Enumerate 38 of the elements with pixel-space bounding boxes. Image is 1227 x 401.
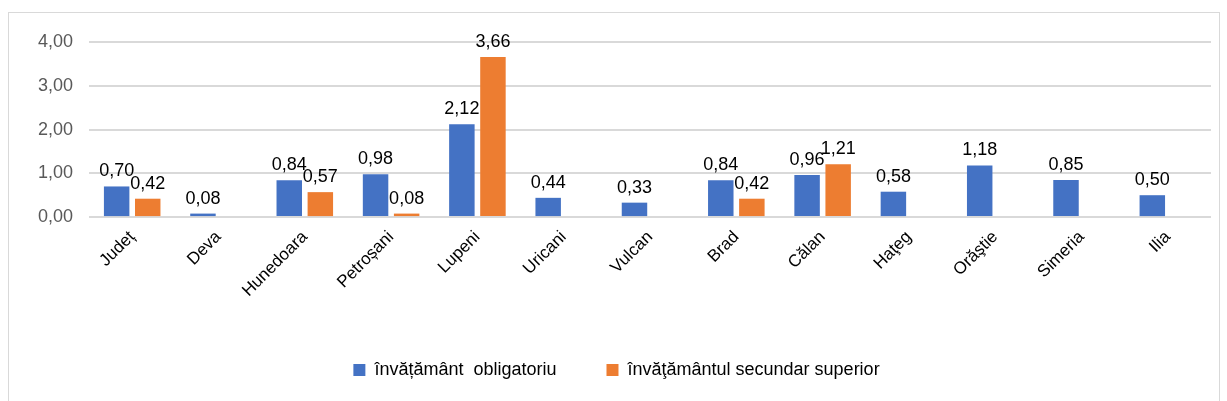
x-tick-label: Ilia: [1145, 226, 1175, 256]
bar: [739, 198, 765, 217]
data-label: 0,84: [703, 154, 739, 175]
bar: [825, 164, 851, 217]
bar: [134, 198, 161, 217]
bar: [1053, 179, 1079, 217]
bar: [794, 175, 820, 217]
data-label: 0,58: [875, 165, 911, 186]
bar: [103, 186, 130, 217]
data-label: 0,33: [616, 176, 653, 197]
bar: [708, 180, 734, 217]
data-label: 0,08: [389, 187, 425, 208]
data-label: 3,66: [475, 30, 511, 51]
data-label: 0,50: [1134, 169, 1170, 190]
legend-label: învățământ obligatoriu: [373, 358, 557, 379]
data-label: 0,98: [358, 148, 394, 169]
data-label: 2,12: [444, 98, 480, 119]
bar: [535, 197, 561, 217]
bar: [966, 165, 993, 217]
y-tick-label: 3,00: [37, 74, 74, 95]
data-label: 0,42: [734, 172, 770, 193]
data-label: 1,18: [962, 139, 998, 160]
y-tick-label: 4,00: [37, 30, 74, 51]
data-label: 0,44: [530, 171, 566, 192]
bar: [480, 56, 506, 217]
bar: [621, 202, 648, 217]
data-label: 0,85: [1048, 153, 1084, 174]
data-label: 0,08: [185, 187, 221, 208]
bar: [1139, 195, 1166, 217]
bar: [276, 180, 302, 217]
bar: [880, 191, 907, 217]
bar: [449, 124, 475, 217]
legend-label: învăţământul secundar superior: [626, 358, 880, 379]
y-tick-label: 2,00: [37, 118, 74, 139]
y-tick-label: 1,00: [37, 162, 74, 183]
bar: [362, 174, 389, 217]
bar: [307, 192, 334, 217]
y-tick-label: 0,00: [37, 206, 74, 227]
